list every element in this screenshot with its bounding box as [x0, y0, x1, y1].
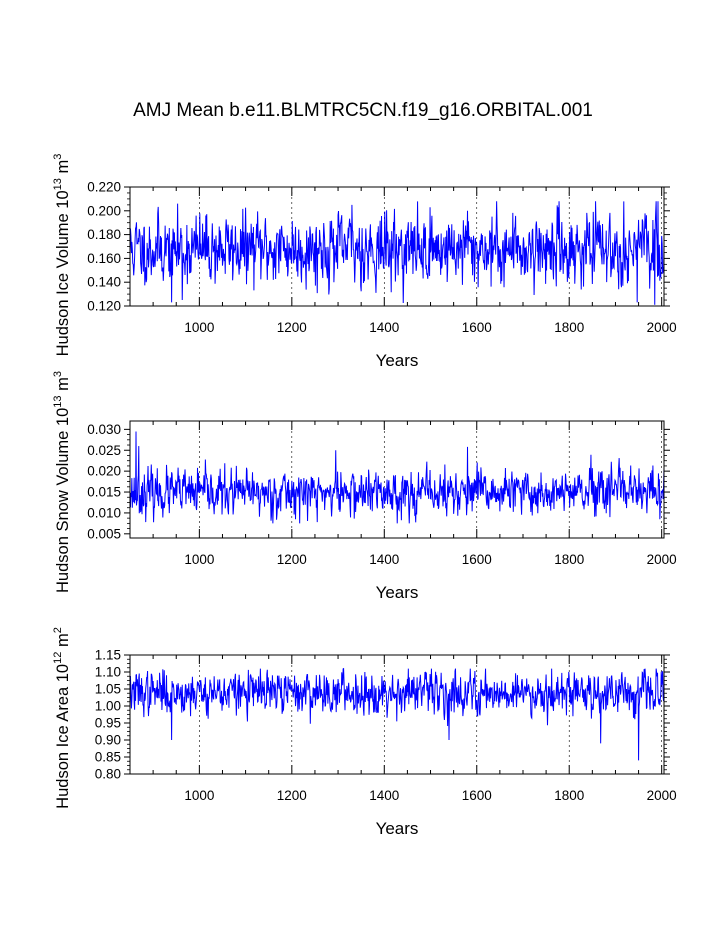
x-tick-label: 2000 [647, 552, 677, 567]
x-tick-label: 1400 [369, 552, 399, 567]
y-tick-label: 0.120 [87, 299, 121, 314]
x-tick-label: 1200 [277, 788, 307, 803]
panel-3: 0.80 0.85 0.90 0.95 1.00 1.05 1.10 1.15 1000 1200… [52, 627, 677, 838]
x-tick-label: 1600 [462, 320, 492, 335]
series-line-hudson-snow-volume [129, 431, 665, 524]
series-line-hudson-ice-volume [129, 201, 665, 305]
y-tick-label: 0.005 [87, 526, 121, 541]
y-tick-label: 1.05 [95, 682, 121, 697]
y-tick-label: 0.180 [87, 227, 121, 242]
y-tick-label: 0.025 [87, 443, 121, 458]
x-tick-label: 1800 [554, 788, 584, 803]
y-tick-label: 1.10 [95, 665, 121, 680]
x-tick-label: 1200 [277, 552, 307, 567]
x-tick-label: 1000 [184, 552, 214, 567]
y-axis-title: Hudson Ice Area 1012 m2 [52, 627, 72, 809]
x-tick-label: 1000 [184, 788, 214, 803]
x-axis-title: Years [376, 351, 419, 370]
x-tick-label: 1200 [277, 320, 307, 335]
x-tick-label: 1800 [554, 320, 584, 335]
panel-1: 0.120 0.140 0.160 0.180 0.200 0.220 1000 1200 14… [52, 154, 677, 370]
x-tick-label: 1800 [554, 552, 584, 567]
x-axis-title: Years [376, 819, 419, 838]
y-axis-title: Hudson Snow Volume 1013 m3 [52, 371, 72, 593]
y-tick-label: 0.85 [95, 750, 121, 765]
y-axis-title: Hudson Ice Volume 1013 m3 [52, 154, 72, 357]
x-tick-label: 1000 [184, 320, 214, 335]
plot-frame [129, 420, 665, 539]
y-tick-label: 0.030 [87, 422, 121, 437]
series-line-hudson-ice-area [129, 667, 665, 761]
y-tick-label: 0.95 [95, 716, 121, 731]
panel-2: 0.005 0.010 0.015 0.020 0.025 0.030 1000 1200 14… [52, 371, 677, 602]
y-tick-label: 0.140 [87, 275, 121, 290]
x-tick-label: 1400 [369, 788, 399, 803]
y-tick-label: 0.020 [87, 464, 121, 479]
x-axis-title: Years [376, 583, 419, 602]
y-tick-label: 0.010 [87, 505, 121, 520]
y-tick-label: 1.00 [95, 699, 121, 714]
x-tick-label: 2000 [647, 788, 677, 803]
y-tick-label: 0.200 [87, 203, 121, 218]
y-tick-label: 0.220 [87, 180, 121, 195]
chart-title: AMJ Mean b.e11.BLMTRC5CN.f19_g16.ORBITAL… [133, 100, 593, 121]
y-tick-label: 0.80 [95, 767, 121, 782]
y-tick-label: 1.15 [95, 648, 121, 663]
y-tick-label: 0.160 [87, 251, 121, 266]
x-tick-label: 2000 [647, 320, 677, 335]
x-tick-label: 1600 [462, 552, 492, 567]
x-tick-label: 1400 [369, 320, 399, 335]
y-tick-label: 0.90 [95, 733, 121, 748]
y-tick-label: 0.015 [87, 485, 121, 500]
x-tick-label: 1600 [462, 788, 492, 803]
